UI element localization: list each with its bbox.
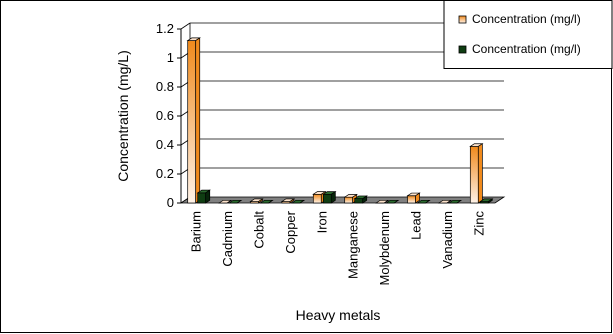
- x-tick-label-manganese: Manganese: [346, 211, 361, 279]
- y-tick-label: 1: [167, 50, 174, 65]
- x-tick-label-iron: Iron: [314, 211, 329, 233]
- bar-series2-iron-front: [322, 193, 332, 204]
- x-tick-label-barium: Barium: [189, 211, 204, 252]
- bar-series1-vanadium: [437, 199, 453, 204]
- bar-series2-molybdenum: [384, 199, 400, 204]
- legend-label-series-1: Concentration (mg/l): [472, 12, 581, 26]
- bars: [186, 37, 494, 204]
- bar-series2-manganese-side: [362, 195, 368, 204]
- bar-series1-molybdenum-side: [383, 200, 389, 204]
- bar-series2-iron: [322, 190, 337, 204]
- bar-series2-vanadium-side: [456, 200, 462, 204]
- legend-label-series-2: Concentration (mg/l): [472, 42, 581, 56]
- bar-series2-copper: [290, 199, 306, 204]
- bar-series2-cobalt: [259, 199, 274, 204]
- y-tick-label: 0.6: [156, 108, 174, 123]
- x-tick-label-zinc: Zinc: [471, 211, 486, 236]
- bar-series1-copper-side: [289, 198, 295, 204]
- x-axis-title: Heavy metals: [296, 307, 381, 323]
- bar-series1-cobalt: [249, 198, 264, 204]
- bar-series1-barium: [186, 37, 201, 204]
- x-tick-label-cadmium: Cadmium: [220, 211, 235, 267]
- y-axis-title: Concentration (mg/L): [115, 50, 131, 182]
- y-tick-label: 0: [167, 195, 174, 210]
- bar-series1-zinc-front: [469, 146, 479, 204]
- y-tick-label: 0.2: [156, 166, 174, 181]
- bar-series1-molybdenum: [374, 199, 390, 204]
- legend-swatch-series-2: [458, 45, 467, 54]
- bar-series2-zinc: [479, 198, 494, 204]
- bar-series2-iron-side: [330, 190, 336, 204]
- y-tick-label: 0.4: [156, 137, 174, 152]
- bar-series1-cadmium-side: [226, 200, 232, 204]
- bar-series1-cadmium: [217, 199, 233, 204]
- bar-series1-lead-side: [415, 192, 420, 204]
- x-tick-label-lead: Lead: [409, 211, 424, 240]
- bar-series2-copper-side: [299, 200, 305, 204]
- bar-series2-zinc-side: [487, 198, 493, 204]
- bar-series1-lead-front: [407, 195, 416, 204]
- y-tick-label: 1.2: [156, 21, 174, 36]
- legend-swatch-series-1: [458, 15, 467, 24]
- bar-series1-vanadium-side: [446, 200, 452, 204]
- bar-series1-manganese-front: [344, 196, 354, 204]
- bar-series2-vanadium: [447, 199, 463, 204]
- bar-series2-barium-side: [205, 189, 211, 204]
- bar-series1-lead: [406, 192, 421, 204]
- legend: Concentration (mg/l) Concentration (mg/l…: [443, 0, 613, 69]
- bar-series2-molybdenum-side: [393, 200, 399, 204]
- x-tick-label-cobalt: Cobalt: [252, 211, 267, 249]
- bar-series2-manganese-front: [354, 198, 364, 204]
- bar-series1-zinc-side: [477, 143, 483, 204]
- bar-series2-lead: [416, 199, 431, 204]
- bar-series1-iron-front: [312, 193, 322, 204]
- x-tick-label-vanadium: Vanadium: [440, 211, 455, 269]
- bar-series1-cobalt-side: [258, 198, 263, 204]
- bar-series2-lead-side: [425, 200, 430, 204]
- bar-series1-barium-front: [187, 40, 197, 204]
- bar-series1-barium-side: [195, 37, 201, 204]
- bar-series1-copper: [280, 198, 296, 204]
- y-tick-labels: 0 0.2 0.4 0.6 0.8 1 1.2: [156, 21, 174, 210]
- bar-series1-zinc: [469, 143, 484, 204]
- x-tick-label-molybdenum: Molybdenum: [377, 211, 392, 285]
- bar-series2-cobalt-side: [268, 200, 273, 204]
- x-tick-labels: Barium Cadmium Cobalt Copper Iron Manganese Mo…: [189, 210, 487, 285]
- bar-series2-cadmium: [227, 199, 243, 204]
- y-tick-label: 0.8: [156, 79, 174, 94]
- bar-series2-cadmium-side: [236, 200, 242, 204]
- bar-series2-barium-front: [197, 192, 207, 204]
- bar-series2-manganese: [353, 195, 368, 204]
- legend-box: [443, 0, 613, 69]
- x-tick-label-copper: Copper: [283, 210, 298, 253]
- side-wall-tick: [180, 22, 191, 30]
- bar-series2-barium: [196, 189, 211, 204]
